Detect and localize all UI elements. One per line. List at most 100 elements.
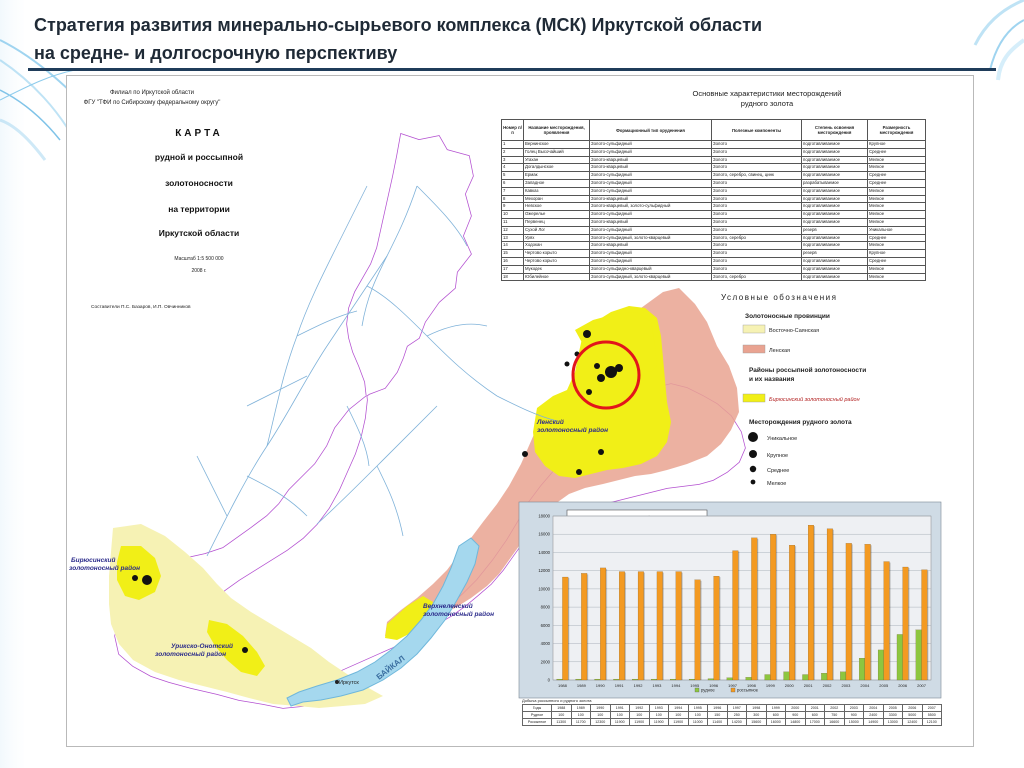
deposits-table-cell: Золото	[711, 147, 802, 157]
chart-bar	[902, 566, 909, 681]
deposits-table-cell: Западное	[523, 178, 590, 188]
chart-x-tick-label: 1993	[652, 683, 662, 688]
chart-bar	[764, 674, 771, 681]
chart-bar-shadow	[889, 562, 891, 680]
production-table: Годы 1988 1989 1990 1991 1992 1993 1994 1995 1996…	[522, 704, 942, 726]
chart-x-tick-label: 1991	[615, 683, 625, 688]
deposits-table-cell: Мелкое	[867, 186, 926, 196]
deposits-table-row: 8 Мехоран Золото-кварцевый Золото подготавли…	[501, 194, 926, 204]
deposit-marker	[598, 449, 604, 455]
production-table-cell: 1988	[551, 704, 572, 712]
legend-deposits-header: Месторождения рудного золота	[749, 419, 852, 426]
production-table-row: Рудное 100 100 100 100 100 100 100 100 150 250 300 6…	[522, 711, 942, 719]
production-table-cell: 13000	[882, 718, 903, 726]
chart-x-tick-label: 2005	[879, 683, 889, 688]
production-table-cell: 11400	[707, 718, 728, 726]
deposits-table-header-cell: Степень освоения месторождения	[801, 119, 868, 141]
slide-title-line-2: на средне- и долгосрочную перспективу	[34, 43, 398, 63]
deposits-table-cell: Мелкое	[867, 194, 926, 204]
deposits-table-cell: Золото, серебро	[711, 272, 802, 282]
production-table-cell: 2005	[882, 704, 903, 712]
production-table-cell: 900	[843, 711, 864, 719]
deposits-table-cell: Урях	[523, 233, 590, 243]
production-table-cell: 2003	[843, 704, 864, 712]
chart-bar	[883, 561, 890, 681]
deposits-table-cell: резерв	[801, 225, 868, 235]
deposits-table-cell: Мелкое	[867, 210, 926, 219]
deposits-table-cell: Золото	[711, 140, 802, 149]
map-org-line-2: ФГУ "ТФИ по Сибирскому федеральному окру…	[84, 100, 221, 106]
production-table-cell: 150	[707, 711, 728, 719]
deposits-table-cell: подготавливаемое	[801, 163, 868, 173]
legend-marker-medium	[749, 465, 757, 473]
deposits-table-cell: Первенец	[523, 217, 590, 227]
deposits-table-header-cell: Полезные компоненты	[711, 119, 802, 141]
legend-deposit-medium: Среднее	[767, 468, 789, 474]
legend-swatch-district	[742, 393, 766, 403]
production-table-cell: 12100	[921, 718, 942, 726]
deposits-table-cell: подготавливаемое	[801, 147, 868, 157]
deposits-table-header-cell: Размерность месторождения	[867, 119, 926, 141]
city-irkutsk-marker	[335, 680, 339, 684]
deposits-table-cell: подготавливаемое	[801, 217, 868, 227]
production-table-cell: 3300	[882, 711, 903, 719]
deposits-table-cell: 14	[501, 241, 524, 251]
legend-provinces-header: Золотоносные провинции	[745, 313, 830, 320]
deposits-table-cell: 9	[501, 202, 524, 212]
deposits-table-cell: Крупное	[867, 140, 926, 149]
deposits-table-cell: 17	[501, 264, 524, 274]
chart-y-tick-label: 8000	[541, 605, 551, 610]
deposits-table-title-2: рудного золота	[741, 99, 794, 108]
chart-y-tick-label: 2000	[541, 659, 551, 664]
production-table-cell: 5500	[921, 711, 942, 719]
deposit-marker	[564, 361, 570, 367]
deposits-table-cell: Золото	[711, 155, 802, 165]
label-city-irkutsk: Иркутск	[339, 680, 359, 686]
deposits-table-cell: Среднее	[867, 233, 926, 243]
deposits-table-cell: 6	[501, 178, 524, 188]
deposits-table-cell: 13	[501, 233, 524, 243]
legend-province-east-sayan: Восточно-Саянская	[769, 328, 819, 334]
production-table-cell: 15000	[843, 718, 864, 726]
east-sayan-province	[109, 524, 383, 708]
chart-bar	[581, 573, 588, 681]
production-table-cell: 1994	[668, 704, 689, 712]
production-table-body: Годы 1988 1989 1990 1991 1992 1993 1994 1995 1996…	[522, 704, 942, 726]
production-table-cell: 11000	[687, 718, 708, 726]
deposit-marker	[132, 575, 138, 581]
production-table-cell: 11900	[668, 718, 689, 726]
deposits-table-cell: Мехоран	[523, 194, 590, 204]
chart-bar	[619, 571, 625, 681]
chart-bar-shadow	[624, 572, 627, 680]
deposits-table-cell: 1	[501, 140, 524, 149]
deposit-marker	[605, 366, 617, 378]
deposits-table-cell: 5	[501, 171, 524, 180]
chart-bar	[632, 678, 639, 681]
chart-bar	[613, 678, 620, 681]
chart-bar-shadow	[851, 544, 853, 680]
chart-bar-shadow	[794, 546, 797, 680]
chart-legend-label: рудное	[701, 688, 715, 693]
deposits-table-cell: Золото	[711, 264, 802, 274]
chart-bar	[675, 571, 682, 681]
lake-baikal	[286, 537, 480, 707]
deposits-table-cell: Золото-сульфидный	[589, 178, 712, 188]
deposits-table-row: 3 Угахан Золото-кварцевый Золото подготавлив…	[501, 155, 926, 165]
legend-title: Условные обозначения	[721, 293, 837, 302]
chart-y-tick-label: 10000	[538, 586, 550, 591]
chart-legend: рудное россыпное	[694, 688, 759, 693]
chart-bar	[694, 579, 701, 681]
deposits-table-header-cell: Название месторождения, проявления	[523, 119, 590, 141]
production-table-cell: 1990	[590, 704, 611, 712]
legend-swatch-east-sayan	[742, 324, 766, 334]
label-verkhnelensky-district-2: золотоносный район	[423, 610, 494, 618]
chart-bar	[921, 569, 928, 681]
deposits-table-cell: Чертово корыто	[523, 256, 590, 266]
deposits-table-title-1: Основные характеристики месторождений	[693, 89, 842, 98]
production-table-cell: 100	[551, 711, 572, 719]
chart-bar-shadow	[662, 572, 664, 680]
deposits-table-cell: 8	[501, 194, 524, 204]
deposits-table-cell: Мелкое	[867, 217, 926, 227]
chart-bar	[713, 576, 720, 681]
deposits-table-row: 13 Урях Золото-сульфидный, золото-кварцевы…	[501, 233, 926, 243]
